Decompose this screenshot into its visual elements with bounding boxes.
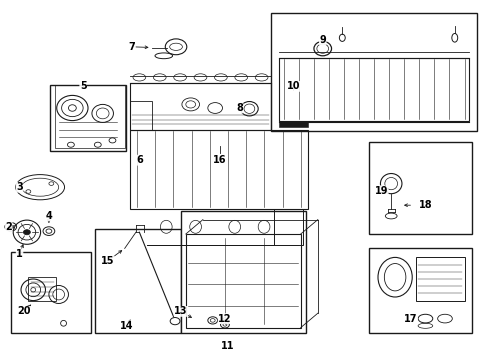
Text: 13: 13 — [174, 306, 187, 316]
Text: 9: 9 — [319, 35, 325, 45]
Bar — [11, 252, 91, 333]
Text: 4: 4 — [45, 211, 52, 221]
Text: 10: 10 — [286, 81, 300, 91]
Text: 17: 17 — [403, 314, 417, 324]
Text: 5: 5 — [80, 81, 86, 91]
Ellipse shape — [49, 182, 54, 185]
Ellipse shape — [31, 288, 36, 292]
Polygon shape — [278, 121, 307, 127]
Text: 20: 20 — [18, 306, 31, 316]
Bar — [95, 229, 181, 333]
Text: 15: 15 — [101, 256, 114, 266]
Ellipse shape — [8, 225, 13, 229]
Bar — [181, 211, 305, 333]
Text: 18: 18 — [418, 200, 431, 210]
Bar — [368, 142, 471, 234]
Text: 12: 12 — [218, 314, 231, 324]
Bar — [368, 248, 471, 333]
Bar — [271, 13, 476, 131]
Text: 1: 1 — [16, 249, 23, 259]
Ellipse shape — [23, 230, 30, 235]
Text: 2: 2 — [5, 222, 12, 232]
Text: 8: 8 — [236, 103, 243, 113]
Text: 3: 3 — [16, 182, 23, 192]
Text: 7: 7 — [128, 42, 135, 52]
Text: 16: 16 — [213, 155, 226, 165]
Text: 14: 14 — [120, 321, 134, 331]
Text: 6: 6 — [136, 155, 142, 165]
Text: 19: 19 — [374, 186, 387, 196]
Bar — [50, 85, 126, 151]
Text: 11: 11 — [220, 341, 234, 351]
Ellipse shape — [68, 105, 76, 111]
Ellipse shape — [26, 190, 31, 193]
